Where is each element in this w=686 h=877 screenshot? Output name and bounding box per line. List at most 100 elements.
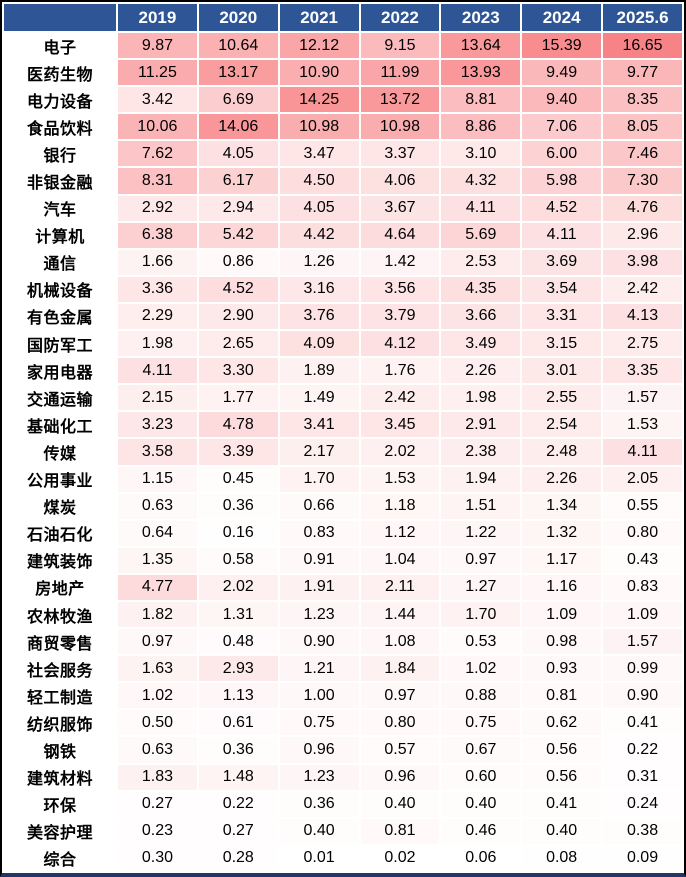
heat-cell: 0.75: [441, 710, 521, 736]
heat-cell: 1.22: [441, 520, 521, 546]
heat-cell: 0.41: [522, 791, 602, 817]
heat-cell: 1.48: [198, 764, 278, 790]
table-row: 商贸零售 0.97 0.48 0.90 1.08 0.53 0.98 1.57: [4, 629, 682, 655]
column-header-2021: 2021: [279, 4, 359, 31]
heat-cell: 0.66: [279, 493, 359, 519]
heat-cell: 1.15: [118, 466, 197, 492]
column-header-2024: 2024: [522, 4, 602, 31]
heat-cell: 4.42: [279, 222, 359, 248]
table-row: 农林牧渔 1.82 1.31 1.23 1.44 1.70 1.09 1.09: [4, 601, 682, 628]
table-row: 房地产 4.77 2.02 1.91 2.11 1.27 1.16 0.83: [4, 574, 682, 600]
heat-cell: 1.17: [522, 547, 602, 573]
heat-cell: 0.36: [279, 791, 359, 817]
column-header-2019: 2019: [118, 4, 197, 31]
heat-cell: 0.22: [603, 737, 682, 763]
heat-cell: 0.64: [118, 520, 197, 546]
heat-cell: 0.61: [198, 710, 278, 736]
table-row: 煤炭 0.63 0.36 0.66 1.18 1.51 1.34 0.55: [4, 493, 682, 519]
heat-cell: 1.02: [441, 656, 521, 682]
heat-cell: 1.83: [118, 764, 197, 790]
heat-cell: 3.10: [441, 141, 521, 167]
heat-cell: 1.26: [279, 249, 359, 275]
heat-cell: 0.83: [279, 520, 359, 546]
column-header-2020: 2020: [198, 4, 278, 31]
heat-cell: 0.27: [118, 791, 197, 817]
heat-cell: 14.25: [279, 87, 359, 113]
heat-cell: 4.09: [279, 331, 359, 357]
heat-cell: 6.38: [118, 222, 197, 248]
heat-cell: 14.06: [198, 114, 278, 140]
heat-cell: 1.35: [118, 547, 197, 573]
heat-cell: 1.51: [441, 493, 521, 519]
heat-cell: 2.55: [522, 385, 602, 411]
table-row: 国防军工 1.98 2.65 4.09 4.12 3.49 3.15 2.75: [4, 331, 682, 357]
row-label: 建筑装饰: [4, 547, 116, 573]
heat-cell: 1.31: [198, 601, 278, 628]
column-header-2025.6: 2025.6: [603, 4, 682, 31]
heat-cell: 8.05: [603, 114, 682, 140]
heat-cell: 2.05: [603, 466, 682, 492]
heat-cell: 1.42: [360, 249, 440, 275]
heat-cell: 1.57: [603, 385, 682, 411]
heat-cell: 1.76: [360, 358, 440, 384]
row-label: 国防军工: [4, 331, 116, 357]
table-row: 社会服务 1.63 2.93 1.21 1.84 1.02 0.93 0.99: [4, 656, 682, 682]
heat-cell: 0.46: [441, 818, 521, 844]
row-label: 轻工制造: [4, 683, 116, 709]
row-label: 电力设备: [4, 87, 116, 113]
table-row: 有色金属 2.29 2.90 3.76 3.79 3.66 3.31 4.13: [4, 303, 682, 330]
heat-cell: 1.02: [118, 683, 197, 709]
table-row: 传媒 3.58 3.39 2.17 2.02 2.38 2.48 4.11: [4, 439, 682, 465]
heat-cell: 3.39: [198, 439, 278, 465]
heat-cell: 0.16: [198, 520, 278, 546]
table-row: 食品饮料 10.06 14.06 10.98 10.98 8.86 7.06 8.05: [4, 114, 682, 140]
header-row: 2019 2020 2021 2022 2023 2024 2025.6: [4, 4, 682, 31]
heat-cell: 0.41: [603, 710, 682, 736]
heat-cell: 4.35: [441, 276, 521, 302]
heat-cell: 3.01: [522, 358, 602, 384]
heat-cell: 1.16: [522, 574, 602, 600]
heat-cell: 4.05: [279, 195, 359, 221]
heat-cell: 0.81: [360, 818, 440, 844]
heat-cell: 0.75: [279, 710, 359, 736]
heat-cell: 4.32: [441, 168, 521, 194]
table-row: 环保 0.27 0.22 0.36 0.40 0.40 0.41 0.24: [4, 791, 682, 817]
row-label: 基础化工: [4, 412, 116, 438]
heat-cell: 2.75: [603, 331, 682, 357]
heat-cell: 0.23: [118, 818, 197, 844]
table-row: 轻工制造 1.02 1.13 1.00 0.97 0.88 0.81 0.90: [4, 683, 682, 709]
heat-cell: 1.34: [522, 493, 602, 519]
row-label: 石油石化: [4, 520, 116, 546]
table-row: 非银金融 8.31 6.17 4.50 4.06 4.32 5.98 7.30: [4, 168, 682, 194]
table-body: 电子 9.87 10.64 12.12 9.15 13.64 15.39 16.65 医药生物 1…: [4, 33, 682, 871]
heat-cell: 2.54: [522, 412, 602, 438]
heat-cell: 10.98: [360, 114, 440, 140]
row-label: 食品饮料: [4, 114, 116, 140]
heat-cell: 10.06: [118, 114, 197, 140]
heat-cell: 0.60: [441, 764, 521, 790]
heat-cell: 0.09: [603, 845, 682, 871]
heat-cell: 11.25: [118, 60, 197, 86]
heat-cell: 0.22: [198, 791, 278, 817]
heat-cell: 2.93: [198, 656, 278, 682]
heat-cell: 8.31: [118, 168, 197, 194]
heat-cell: 13.72: [360, 87, 440, 113]
heat-cell: 2.94: [198, 195, 278, 221]
heat-cell: 13.64: [441, 33, 521, 59]
heat-cell: 13.93: [441, 60, 521, 86]
heat-cell: 13.17: [198, 60, 278, 86]
table-row: 银行 7.62 4.05 3.47 3.37 3.10 6.00 7.46: [4, 141, 682, 167]
heat-cell: 4.78: [198, 412, 278, 438]
heat-cell: 0.27: [198, 818, 278, 844]
heat-cell: 0.62: [522, 710, 602, 736]
heat-cell: 0.96: [360, 764, 440, 790]
heat-cell: 0.97: [118, 629, 197, 655]
heat-cell: 0.80: [603, 520, 682, 546]
row-label: 社会服务: [4, 656, 116, 682]
row-label: 电子: [4, 33, 116, 59]
heat-cell: 3.69: [522, 249, 602, 275]
heat-cell: 3.49: [441, 331, 521, 357]
heat-cell: 3.31: [522, 303, 602, 330]
heat-cell: 3.98: [603, 249, 682, 275]
heat-cell: 1.49: [279, 385, 359, 411]
